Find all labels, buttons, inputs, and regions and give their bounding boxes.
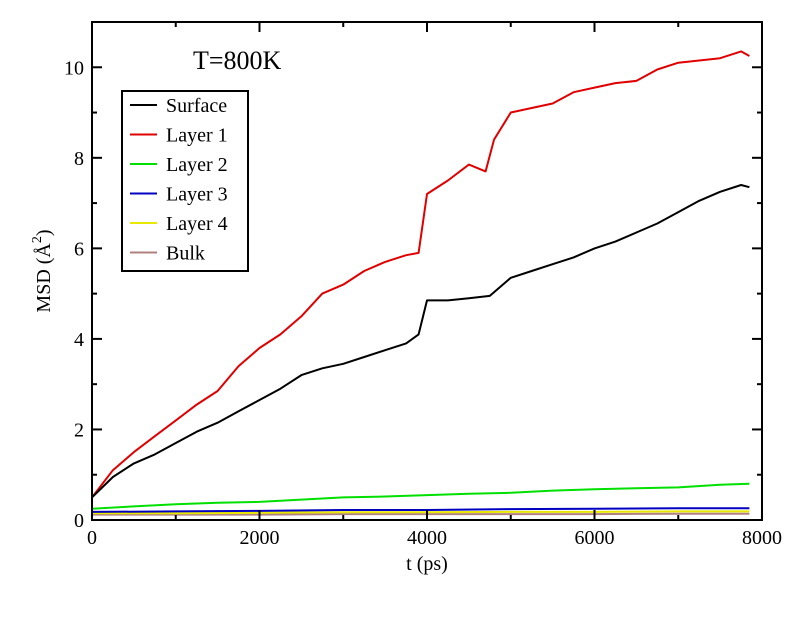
series-line-surface <box>91 184 750 499</box>
series-line-layer-1 <box>91 50 750 499</box>
x-tick-label: 0 <box>87 527 97 549</box>
x-tick-label: 2000 <box>240 527 280 549</box>
x-tick-label: 6000 <box>575 527 615 549</box>
legend-item: Layer 1 <box>130 125 228 147</box>
y-tick-label: 0 <box>74 510 84 532</box>
x-tick-label: 4000 <box>407 527 447 549</box>
legend-label: Bulk <box>166 243 205 265</box>
axis-ticks: 0 2000 4000 6000 8000 0 2 4 6 8 10 <box>64 22 782 549</box>
y-axis-title-unit: Å <box>33 243 55 258</box>
legend-label: Layer 1 <box>166 125 228 147</box>
y-axis-title-close: ) <box>33 229 55 236</box>
legend-item: Bulk <box>130 243 205 265</box>
legend-label: Layer 4 <box>166 213 228 235</box>
legend-item: Layer 3 <box>130 184 228 206</box>
legend-item: Layer 2 <box>130 154 228 176</box>
legend: Surface Layer 1 Layer 2 Layer 3 Layer 4 Bulk <box>121 90 249 272</box>
legend-box <box>121 90 249 272</box>
x-axis-title: t (ps) <box>406 553 448 575</box>
chart-annotation: T=800K <box>193 46 282 75</box>
y-tick-label: 6 <box>74 238 84 260</box>
legend-label: Layer 3 <box>166 184 228 206</box>
x-tick-label: 8000 <box>742 527 782 549</box>
legend-label: Layer 2 <box>166 154 228 176</box>
y-tick-label: 8 <box>74 148 84 170</box>
legend-items: Surface Layer 1 Layer 2 Layer 3 Layer 4 Bulk <box>130 95 228 265</box>
y-tick-label: 10 <box>64 57 84 79</box>
legend-item: Layer 4 <box>130 213 228 235</box>
y-axis-title-exp: 2 <box>30 236 45 243</box>
series-line-layer-2 <box>91 482 750 510</box>
y-tick-label: 2 <box>74 419 84 441</box>
legend-item: Surface <box>130 95 227 117</box>
y-axis-title-main: MSD ( <box>33 257 55 312</box>
legend-label: Surface <box>166 95 227 117</box>
y-axis-title: MSD (Å2) <box>30 229 55 312</box>
y-tick-label: 4 <box>74 329 84 351</box>
